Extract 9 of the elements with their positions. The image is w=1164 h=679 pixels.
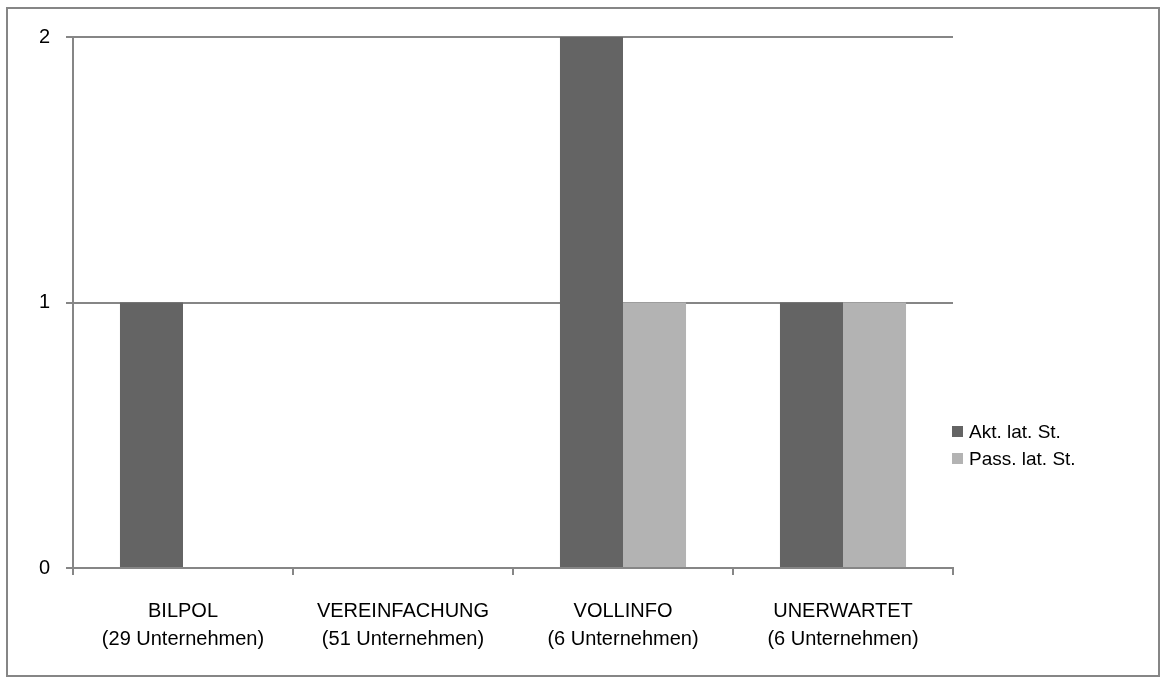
y-tick-label: 1 [38, 290, 50, 313]
x-tick-label: BILPOL (29 Unternehmen) [101, 598, 265, 649]
y-tick-label: 2 [38, 24, 50, 47]
y-tick-label: 0 [38, 555, 50, 578]
x-tick-label: VOLLINFO (6 Unternehmen) [547, 598, 699, 649]
legend-label: Pass. lat. St. [969, 447, 1076, 470]
legend-label: Akt. lat. St. [969, 420, 1061, 443]
x-tick-label: UNERWARTET (6 Unternehmen) [767, 598, 919, 649]
x-tick-label: VEREINFACHUNG (51 Unternehmen) [316, 598, 490, 649]
